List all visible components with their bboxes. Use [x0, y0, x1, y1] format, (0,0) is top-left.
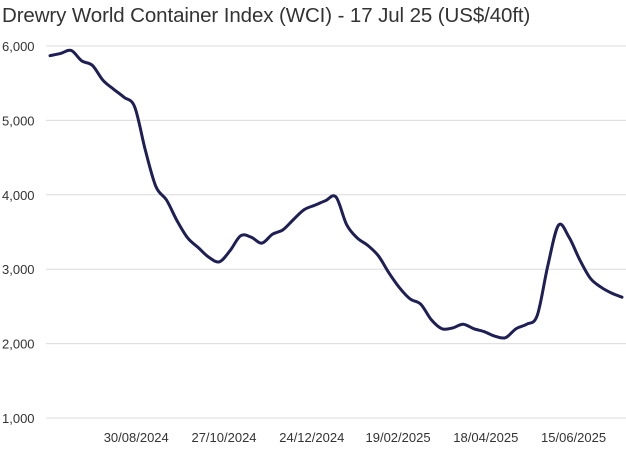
y-tick-label: 2,000 [2, 337, 35, 352]
y-tick-label: 1,000 [2, 411, 35, 426]
x-tick-label: 19/02/2025 [366, 430, 431, 445]
x-tick-label: 24/12/2024 [279, 430, 344, 445]
x-tick-label: 18/04/2025 [453, 430, 518, 445]
x-tick-label: 15/06/2025 [541, 430, 606, 445]
x-tick-label: 27/10/2024 [191, 430, 256, 445]
series-line-wci [48, 48, 624, 340]
chart-title: Drewry World Container Index (WCI) - 17 … [2, 4, 531, 27]
y-tick-label: 5,000 [2, 113, 35, 128]
y-tick-label: 6,000 [2, 39, 35, 54]
y-tick-label: 3,000 [2, 262, 35, 277]
y-tick-label: 4,000 [2, 188, 35, 203]
x-tick-label: 30/08/2024 [104, 430, 169, 445]
